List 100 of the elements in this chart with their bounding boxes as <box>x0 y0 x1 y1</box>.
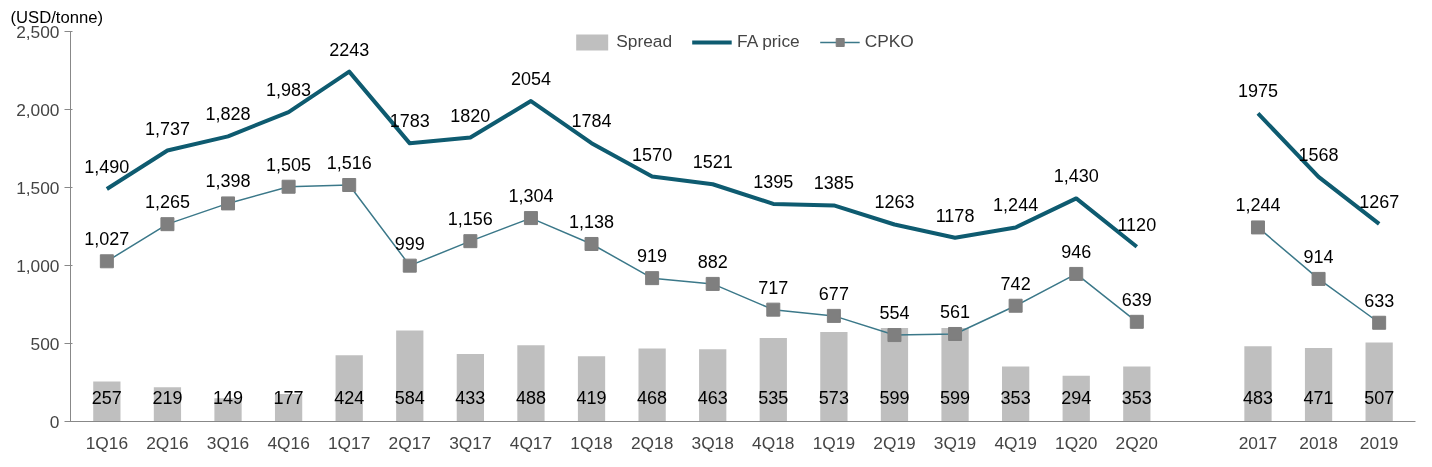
point <box>99 254 114 269</box>
data-label: 1783 <box>389 111 430 132</box>
bar <box>1304 348 1333 422</box>
x-tick-label: 4Q16 <box>267 432 310 453</box>
legend-label: CPKO <box>864 31 914 52</box>
x-tick-label: 2017 <box>1238 432 1278 453</box>
data-label: 946 <box>1061 241 1092 262</box>
bar <box>1365 342 1393 422</box>
data-label: 1521 <box>692 152 733 173</box>
x-tick-label: 4Q18 <box>752 432 795 453</box>
data-label: 742 <box>1000 273 1031 294</box>
point <box>1372 315 1387 330</box>
legend-label: Spread <box>616 31 673 52</box>
point <box>1069 266 1084 281</box>
x-tick-label: 2Q17 <box>388 432 431 453</box>
data-label: 257 <box>91 388 122 408</box>
data-label: 1178 <box>935 205 975 226</box>
point <box>1008 298 1023 313</box>
data-label: 677 <box>818 283 849 304</box>
data-label: 1,828 <box>205 104 251 125</box>
point <box>463 234 478 249</box>
y-axis-title: (USD/tonne) <box>10 7 104 27</box>
data-label: 471 <box>1303 388 1334 408</box>
data-label: 1263 <box>874 192 915 213</box>
data-label: 919 <box>637 246 668 267</box>
x-tick-label: 4Q19 <box>994 432 1037 453</box>
data-label: 1,398 <box>205 171 251 192</box>
data-label: 633 <box>1364 290 1395 311</box>
data-label: 1385 <box>813 173 854 194</box>
x-tick-label: 3Q19 <box>933 432 977 453</box>
data-label: 554 <box>879 303 910 324</box>
point <box>1311 271 1326 286</box>
bar <box>1244 346 1272 422</box>
data-label: 463 <box>697 388 728 408</box>
point <box>584 236 599 251</box>
legend-label: FA price <box>737 31 800 52</box>
x-tick-label: 1Q19 <box>812 432 856 453</box>
x-tick-label: 1Q17 <box>328 432 371 453</box>
data-label: 488 <box>515 388 546 408</box>
data-label: 914 <box>1303 246 1334 267</box>
data-label: 1395 <box>753 171 794 192</box>
data-label: 149 <box>213 388 244 408</box>
data-label: 1,244 <box>1235 195 1281 216</box>
data-label: 1,156 <box>447 209 493 230</box>
point <box>887 328 902 343</box>
x-tick-label: 2Q16 <box>146 432 189 453</box>
x-tick-label: 1Q18 <box>570 432 613 453</box>
data-label: 584 <box>394 388 425 408</box>
data-label: 2054 <box>510 69 551 90</box>
data-label: 561 <box>940 301 971 322</box>
data-label: 1570 <box>632 144 673 165</box>
data-label: 1,027 <box>84 229 130 250</box>
y-tick-label: 2,000 <box>16 99 60 120</box>
data-label: 599 <box>940 388 971 408</box>
data-label: 1,505 <box>266 154 312 175</box>
data-label: 353 <box>1121 388 1152 408</box>
data-label: 424 <box>334 388 365 408</box>
y-tick-label: 1,000 <box>16 255 60 276</box>
data-label: 1267 <box>1359 191 1400 212</box>
data-label: 177 <box>273 388 304 408</box>
data-label: 419 <box>576 388 607 408</box>
x-tick-label: 2Q20 <box>1115 432 1158 453</box>
data-label: 1,430 <box>1053 166 1099 187</box>
data-label: 1784 <box>571 111 612 132</box>
data-label: 639 <box>1121 289 1152 310</box>
data-label: 1,490 <box>84 157 130 178</box>
point <box>645 271 660 286</box>
data-label: 717 <box>758 277 789 298</box>
x-tick-label: 1Q16 <box>85 432 129 453</box>
data-label: 599 <box>879 388 910 408</box>
point <box>221 196 236 211</box>
x-tick-label: 3Q17 <box>449 432 492 453</box>
x-tick-label: 4Q17 <box>509 432 553 453</box>
data-label: 1,516 <box>326 153 372 173</box>
data-label: 1,244 <box>993 195 1039 216</box>
data-label: 1,304 <box>508 186 554 207</box>
point <box>342 178 357 192</box>
data-label: 882 <box>697 251 728 272</box>
point <box>826 308 841 323</box>
y-tick-label: 0 <box>49 411 60 432</box>
bar <box>396 330 424 422</box>
bar <box>517 345 545 422</box>
data-label: 2243 <box>329 39 370 60</box>
x-tick-label: 2Q18 <box>630 432 674 453</box>
data-label: 483 <box>1242 388 1274 408</box>
data-label: 294 <box>1061 388 1092 408</box>
point <box>766 302 781 317</box>
data-label: 433 <box>455 388 486 408</box>
data-label: 1,138 <box>569 211 615 232</box>
data-label: 999 <box>394 233 425 254</box>
data-label: 507 <box>1364 388 1395 408</box>
data-label: 353 <box>1000 388 1031 408</box>
data-label: 535 <box>758 388 789 408</box>
point <box>705 276 720 291</box>
x-tick-label: 2Q19 <box>873 432 916 453</box>
point <box>160 217 175 232</box>
y-tick-label: 1,500 <box>16 177 60 198</box>
data-label: 1,265 <box>144 192 190 213</box>
data-label: 219 <box>152 388 183 408</box>
y-tick-label: 500 <box>30 333 60 354</box>
